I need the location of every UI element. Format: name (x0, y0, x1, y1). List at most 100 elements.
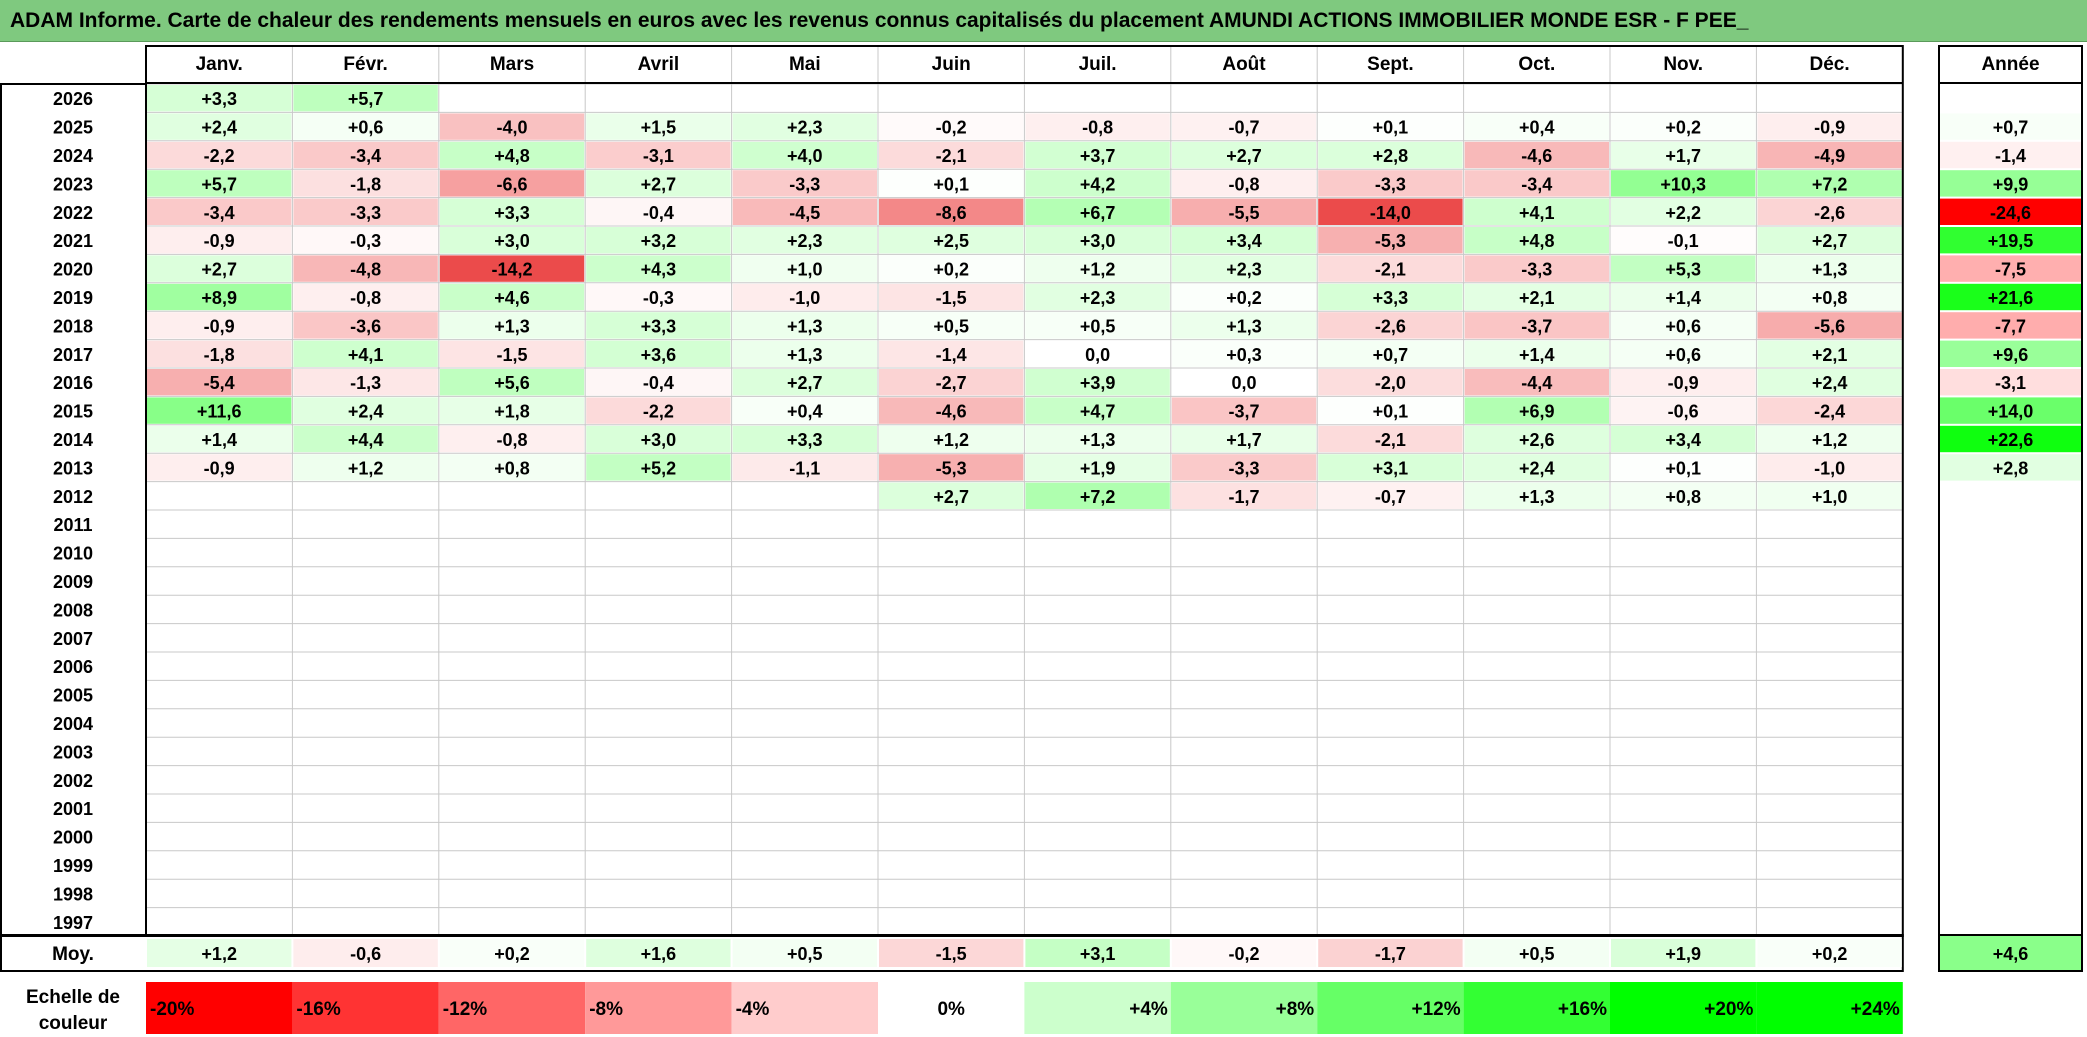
heat-cell (1318, 113, 1463, 140)
annual-cell (1940, 340, 2081, 367)
cell-value: +1,2 (1080, 260, 1116, 280)
cell-value: +1,7 (1226, 430, 1262, 450)
cell-value: +6,9 (1519, 402, 1555, 422)
cell-value: -3,3 (1375, 174, 1406, 194)
heat-cell (293, 369, 438, 396)
cell-value: +2,7 (1812, 231, 1848, 251)
heat-cell (732, 113, 877, 140)
scale-swatch (878, 982, 1025, 1034)
cell-value: +0,1 (1665, 458, 1701, 478)
cell-value: +0,2 (1665, 118, 1701, 138)
cell-value: -5,4 (204, 373, 235, 393)
heat-cell (1171, 198, 1317, 225)
cell-value: +1,9 (1080, 458, 1116, 478)
annual-value: +2,8 (1993, 458, 2029, 478)
cell-value: -3,1 (643, 146, 674, 166)
heat-cell (732, 255, 877, 282)
year-label: 2017 (53, 345, 93, 365)
heat-cell (1464, 198, 1609, 225)
cell-value: -0,7 (1375, 487, 1406, 507)
heat-cell (147, 283, 292, 311)
heat-cell (1611, 255, 1756, 282)
cell-value: +0,2 (933, 260, 969, 280)
annual-value: +22,6 (1988, 430, 2034, 450)
avg-cell (1464, 939, 1609, 967)
heat-cell (293, 170, 438, 197)
heat-cell (1318, 227, 1463, 254)
scale-tick-label: 0% (937, 999, 965, 1020)
cell-value: -5,5 (1228, 203, 1259, 223)
heat-cell (439, 255, 585, 282)
heat-cell (586, 255, 731, 282)
heat-cell (732, 454, 877, 481)
scale-swatch (1756, 982, 1903, 1034)
cell-value: +5,3 (1665, 260, 1701, 280)
cell-value: -1,4 (936, 345, 967, 365)
heat-cell (147, 170, 292, 197)
cell-value: -4,9 (1814, 146, 1845, 166)
cell-value: -0,9 (1814, 118, 1845, 138)
scale-swatch (585, 982, 732, 1034)
heat-cell (439, 369, 585, 396)
avg-cell (1171, 939, 1317, 967)
scale-tick-label: +24% (1851, 999, 1900, 1020)
heat-cell (1611, 397, 1756, 424)
scale-swatch (1317, 982, 1464, 1034)
heat-cell (1757, 425, 1902, 453)
cell-value: +5,7 (348, 89, 384, 109)
heat-cell (586, 170, 731, 197)
heat-cell (879, 340, 1024, 367)
annual-cell (1940, 369, 2081, 396)
annual-value: +9,9 (1993, 174, 2029, 194)
cell-value: -3,7 (1228, 402, 1259, 422)
heat-cell (879, 454, 1024, 481)
annual-cell (1940, 170, 2081, 197)
cell-value: -2,4 (1814, 402, 1845, 422)
scale-swatch (438, 982, 586, 1034)
heat-cell (293, 397, 438, 424)
heat-cell (1171, 369, 1317, 396)
cell-value: -1,3 (350, 373, 381, 393)
avg-cell (1757, 939, 1902, 967)
heat-cell (293, 198, 438, 225)
cell-value: +6,7 (1080, 203, 1116, 223)
avg-value: +1,2 (201, 944, 237, 964)
cell-value: +2,1 (1812, 345, 1848, 365)
annual-value: +0,7 (1993, 118, 2029, 138)
cell-value: +2,4 (1812, 373, 1848, 393)
year-label: 2014 (53, 430, 93, 450)
cell-value: +2,1 (1519, 288, 1555, 308)
heat-cell (1025, 340, 1170, 367)
avg-value: -1,5 (936, 944, 967, 964)
heat-cell (1025, 397, 1170, 424)
heat-cell (879, 141, 1024, 169)
avg-value: -1,7 (1375, 944, 1406, 964)
heat-cell (732, 283, 877, 311)
heat-cell (1611, 141, 1756, 169)
heat-cell (147, 113, 292, 140)
cell-value: +0,6 (348, 118, 384, 138)
cell-value: +1,3 (1812, 260, 1848, 280)
cell-value: +5,6 (494, 373, 530, 393)
cell-value: -1,8 (204, 345, 235, 365)
heat-cell (1757, 482, 1902, 509)
heat-cell (879, 255, 1024, 282)
cell-value: -14,2 (491, 260, 532, 280)
heat-cell (1171, 141, 1317, 169)
annual-cell (1940, 397, 2081, 424)
annual-value: -7,5 (1995, 260, 2026, 280)
heat-cell (732, 425, 877, 453)
cell-value: 0,0 (1231, 373, 1256, 393)
heat-cell (1611, 170, 1756, 197)
cell-value: -0,8 (350, 288, 381, 308)
cell-value: +2,8 (1373, 146, 1409, 166)
cell-value: +0,1 (933, 174, 969, 194)
scale-tick-label: +20% (1704, 999, 1753, 1020)
cell-value: +1,0 (1812, 487, 1848, 507)
heat-cell (732, 397, 877, 424)
cell-value: +1,4 (1519, 345, 1555, 365)
cell-value: +1,3 (787, 316, 823, 336)
scale-swatch (1463, 982, 1610, 1034)
scale-swatch (146, 982, 293, 1034)
